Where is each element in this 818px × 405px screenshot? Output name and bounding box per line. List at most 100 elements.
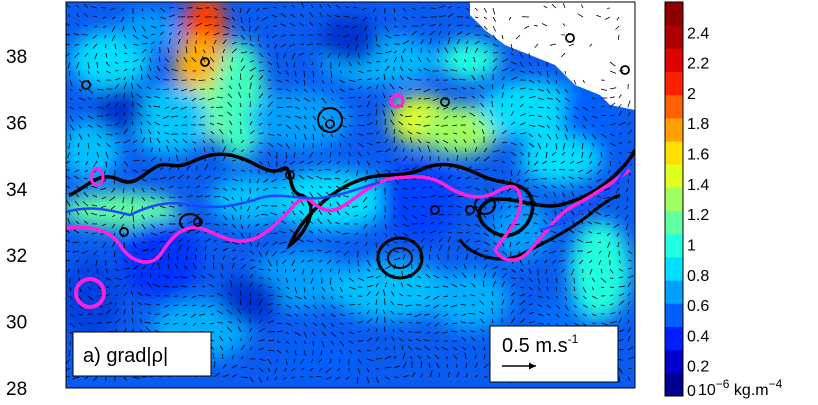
velocity-arrow: [393, 16, 397, 21]
velocity-arrow: [258, 43, 262, 48]
velocity-arrow: [533, 185, 539, 189]
velocity-arrow: [499, 214, 503, 219]
velocity-arrow: [524, 178, 530, 183]
velocity-arrow: [405, 304, 413, 307]
velocity-arrow: [69, 295, 73, 300]
gradient-blob: [70, 30, 150, 90]
velocity-arrow: [149, 137, 152, 144]
velocity-arrow: [471, 95, 476, 99]
velocity-arrow: [222, 168, 226, 171]
velocity-arrow: [140, 128, 143, 135]
velocity-arrow: [596, 169, 602, 175]
velocity-arrow: [204, 213, 212, 216]
velocity-arrow: [327, 52, 332, 58]
velocity-arrow: [168, 185, 174, 189]
velocity-arrow: [444, 47, 449, 54]
velocity-arrow: [408, 346, 413, 351]
velocity-arrow: [375, 52, 383, 55]
velocity-arrow: [355, 34, 359, 41]
velocity-arrow: [219, 331, 224, 333]
velocity-arrow: [301, 367, 305, 371]
velocity-arrow: [437, 48, 440, 54]
velocity-arrow: [541, 23, 548, 27]
velocity-arrow: [510, 110, 514, 117]
velocity-arrow: [276, 142, 283, 148]
velocity-arrow: [375, 84, 379, 90]
velocity-arrow: [239, 290, 242, 297]
velocity-arrow: [285, 151, 288, 159]
velocity-arrow: [627, 301, 630, 306]
velocity-arrow: [76, 186, 80, 189]
velocity-arrow: [348, 142, 351, 148]
velocity-arrow: [573, 115, 579, 120]
velocity-arrow: [130, 290, 134, 297]
velocity-arrow: [460, 304, 467, 306]
velocity-arrow: [262, 7, 269, 10]
velocity-arrow: [72, 241, 80, 244]
velocity-arrow: [114, 160, 117, 166]
velocity-arrow: [222, 25, 230, 30]
velocity-arrow: [163, 322, 170, 325]
velocity-arrow: [66, 22, 71, 27]
velocity-arrow: [433, 313, 440, 319]
velocity-arrow: [564, 133, 568, 140]
velocity-arrow: [420, 155, 424, 162]
velocity-arrow: [195, 174, 202, 180]
velocity-arrow: [291, 52, 296, 60]
velocity-arrow: [290, 376, 296, 379]
velocity-arrow: [276, 330, 283, 333]
velocity-arrow: [402, 155, 408, 162]
velocity-arrow: [249, 292, 252, 297]
velocity-arrow: [416, 295, 422, 297]
velocity-arrow: [571, 268, 575, 276]
velocity-arrow: [415, 124, 422, 126]
blue-contour: [539, 159, 634, 232]
velocity-arrow: [366, 284, 374, 288]
velocity-arrow: [342, 34, 350, 38]
velocity-arrow: [501, 76, 506, 81]
velocity-arrow: [204, 186, 210, 189]
velocity-arrow: [600, 105, 605, 108]
velocity-arrow: [150, 240, 155, 243]
velocity-arrow: [482, 280, 485, 288]
velocity-arrow: [222, 7, 227, 11]
velocity-arrow: [624, 205, 629, 210]
velocity-arrow: [329, 268, 332, 273]
velocity-arrow: [450, 330, 458, 333]
velocity-arrow: [258, 327, 265, 333]
gradient-blob: [215, 40, 265, 160]
velocity-arrow: [168, 247, 171, 252]
velocity-arrow: [105, 113, 110, 117]
velocity-arrow: [329, 151, 332, 158]
velocity-arrow: [397, 304, 404, 306]
velocity-arrow: [600, 268, 603, 274]
velocity-arrow: [480, 318, 485, 324]
velocity-arrow: [578, 177, 584, 180]
velocity-arrow: [580, 4, 584, 9]
velocity-arrow: [366, 318, 373, 324]
velocity-arrow: [66, 3, 71, 9]
velocity-arrow: [470, 330, 476, 333]
velocity-arrow: [330, 340, 334, 345]
velocity-arrow: [544, 259, 548, 264]
velocity-arrow: [159, 157, 162, 162]
velocity-arrow: [474, 232, 481, 235]
velocity-arrow: [258, 75, 264, 81]
velocity-arrow: [199, 97, 206, 101]
velocity-arrow: [393, 250, 400, 253]
velocity-arrow: [501, 58, 509, 63]
velocity-arrow: [573, 106, 579, 110]
velocity-arrow: [291, 259, 296, 266]
velocity-arrow: [461, 87, 467, 90]
velocity-arrow: [297, 238, 305, 243]
velocity-arrow: [375, 299, 378, 306]
velocity-arrow: [228, 85, 233, 90]
velocity-arrow: [132, 43, 139, 46]
velocity-arrow: [318, 367, 323, 372]
velocity-arrow: [292, 220, 296, 225]
velocity-arrow: [84, 231, 89, 234]
velocity-arrow: [339, 88, 345, 92]
velocity-arrow: [336, 259, 341, 264]
velocity-arrow: [258, 347, 264, 351]
velocity-arrow: [483, 58, 487, 63]
